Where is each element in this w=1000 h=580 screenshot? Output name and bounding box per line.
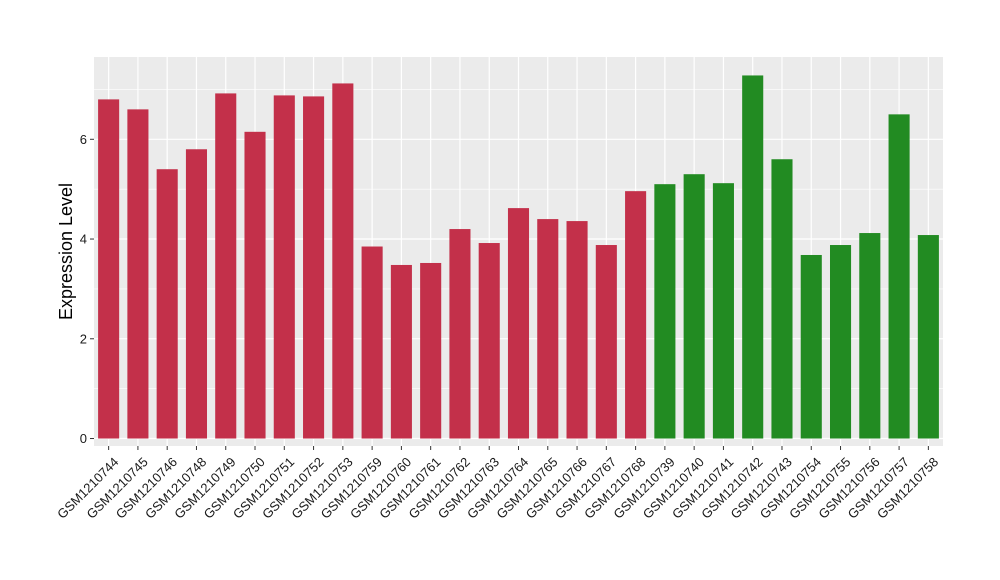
bar-GSM1210764 [507,208,530,439]
bars [98,75,939,439]
bar-GSM1210751 [273,95,295,439]
y-tick-label: 4 [80,232,87,247]
bar-GSM1210742 [742,75,764,439]
bar-GSM1210760 [390,264,412,439]
bar-GSM1210766 [566,221,588,439]
bar-GSM1210745 [127,109,149,439]
bar-GSM1210743 [771,159,793,439]
bar-GSM1210768 [625,191,647,439]
bar-GSM1210739 [654,184,676,439]
bar-GSM1210744 [98,99,120,439]
bar-GSM1210748 [185,149,208,439]
bar-GSM1210762 [449,229,471,439]
y-tick-label: 2 [80,331,87,346]
bar-GSM1210754 [800,254,822,439]
bar-GSM1210763 [478,243,500,439]
bar-GSM1210749 [215,93,237,439]
bar-GSM1210759 [361,246,383,439]
bar-GSM1210765 [537,219,559,439]
bar-GSM1210767 [595,245,617,439]
y-tick-label: 0 [80,431,87,446]
bar-GSM1210758 [917,235,939,439]
y-tick-label: 6 [80,132,87,147]
bar-GSM1210756 [859,233,881,439]
y-axis: 0 2 4 6 [80,132,94,446]
bar-GSM1210741 [712,183,734,439]
bar-GSM1210757 [888,114,910,439]
bar-GSM1210746 [156,169,178,439]
bar-GSM1210755 [829,245,852,439]
bar-GSM1210761 [420,262,442,439]
bar-GSM1210752 [303,96,325,439]
bar-GSM1210753 [332,83,354,439]
bar-GSM1210750 [244,131,266,439]
bar-GSM1210740 [683,174,705,439]
x-axis: GSM1210744GSM1210745GSM1210746GSM1210748… [54,446,941,522]
y-axis-title: Expression Level [56,183,76,320]
